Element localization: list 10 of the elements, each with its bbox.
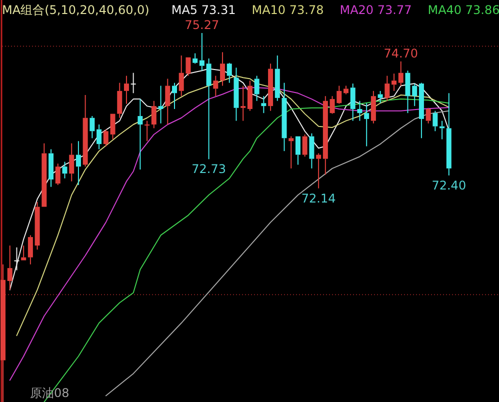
text: MA40 73.86 [428,3,499,17]
annotation: 74.70 [384,46,418,60]
annotation: 72.73 [192,162,226,176]
text: MA20 73.77 [340,3,412,17]
text: MA5 73.31 [171,3,236,17]
annotation: 72.14 [301,191,336,206]
annotation: 75.27 [184,18,220,32]
chart-title: MA组合(5,10,20,40,60,0) [2,3,150,17]
text: MA10 73.78 [252,3,324,17]
annotation: 72.40 [432,178,466,192]
